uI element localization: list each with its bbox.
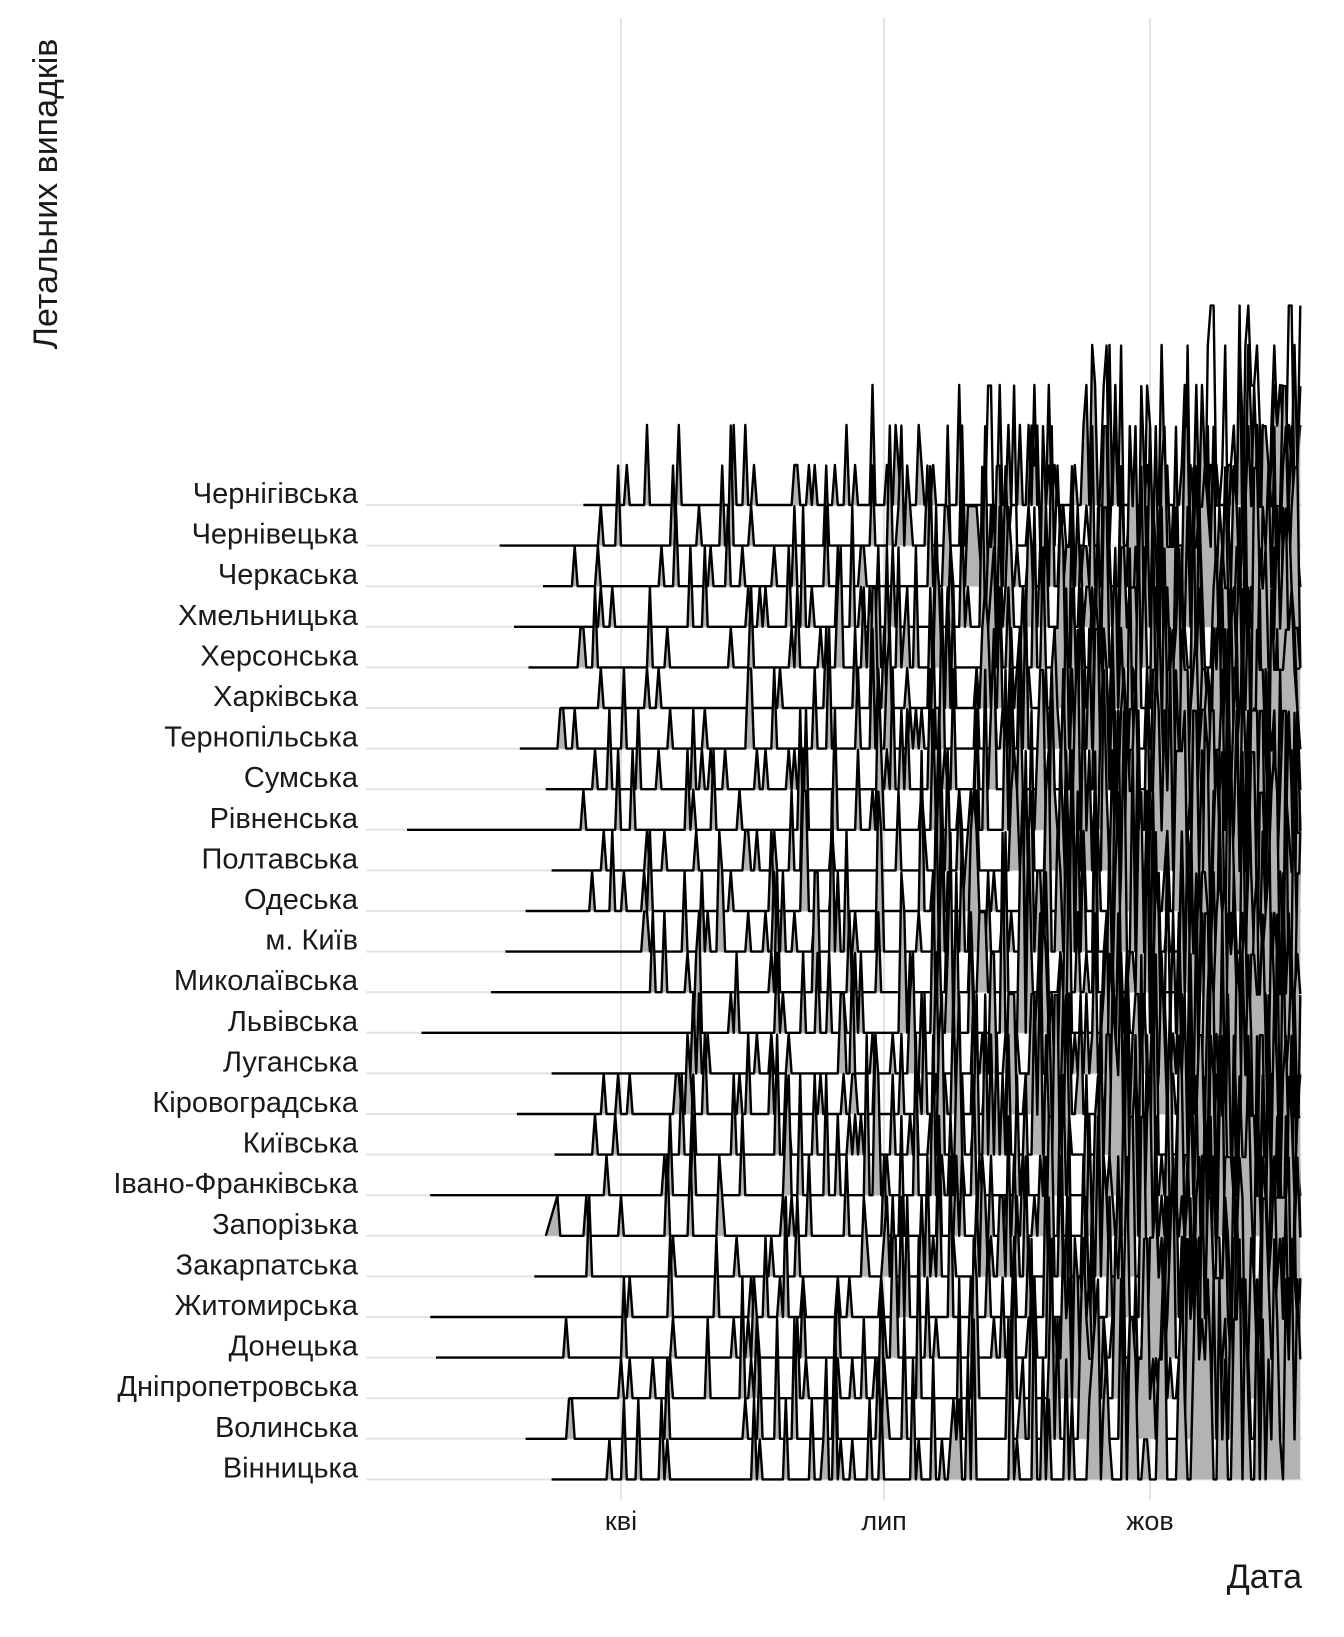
region-label: Чернівецька: [192, 519, 359, 551]
region-labels: Чернігівська Чернівецька Черкаська Хмельниц…: [113, 478, 359, 1484]
y-axis-title: Летальних випадків: [27, 39, 65, 350]
region-label: Сумська: [244, 762, 359, 794]
x-tick-label: лип: [861, 1506, 906, 1536]
region-label: Закарпатська: [176, 1249, 359, 1281]
region-label: Луганська: [223, 1046, 359, 1078]
region-label: Хмельницька: [178, 600, 359, 632]
ridge-fill: [551, 1239, 1301, 1480]
x-tick-label: кві: [605, 1506, 637, 1536]
ridge-fill: [569, 1158, 1301, 1399]
region-label: Донецька: [229, 1331, 359, 1363]
ridge-line: [516, 912, 1302, 1116]
region-label: м. Київ: [265, 925, 358, 957]
ridge-line: [525, 669, 1302, 913]
region-label: Чернігівська: [193, 478, 359, 510]
region-label: Тернопільська: [164, 722, 359, 754]
ridge-line: [551, 1238, 1302, 1481]
region-label: Дніпропетровська: [117, 1371, 358, 1403]
region-label: Волинська: [215, 1412, 359, 1444]
ridge-fill: [560, 468, 1301, 708]
region-label: Кіровоградська: [152, 1087, 358, 1119]
ridge-fill: [528, 467, 1301, 668]
region-label: Харківська: [213, 681, 359, 713]
ridge-fill: [583, 345, 1301, 505]
region-label: Львівська: [228, 1006, 359, 1038]
region-label: Житомирська: [175, 1290, 359, 1322]
x-axis-title: Дата: [1227, 1558, 1302, 1596]
ridge-layer: [407, 304, 1302, 1481]
ridge-line: [505, 710, 1302, 953]
x-tick-label: жов: [1126, 1506, 1173, 1536]
region-label: Вінницька: [223, 1452, 359, 1484]
ridge-line: [551, 669, 1302, 872]
ridge-fill: [499, 425, 954, 546]
ridge-line: [583, 343, 1302, 507]
region-label: Черкаська: [218, 559, 359, 591]
x-tick-labels: кві лип жов: [605, 1506, 1174, 1536]
region-label: Одеська: [244, 884, 359, 916]
region-label: Миколаївська: [174, 965, 359, 997]
region-label: Полтавська: [202, 843, 359, 875]
region-label: Івано-Франківська: [113, 1168, 359, 1200]
ridge-line: [436, 1156, 1302, 1359]
region-label: Рівненська: [210, 803, 359, 835]
region-label: Херсонська: [200, 640, 359, 672]
ridge-line: [514, 425, 1302, 628]
region-label: Київська: [243, 1128, 359, 1160]
region-label: Запорізька: [212, 1209, 359, 1241]
